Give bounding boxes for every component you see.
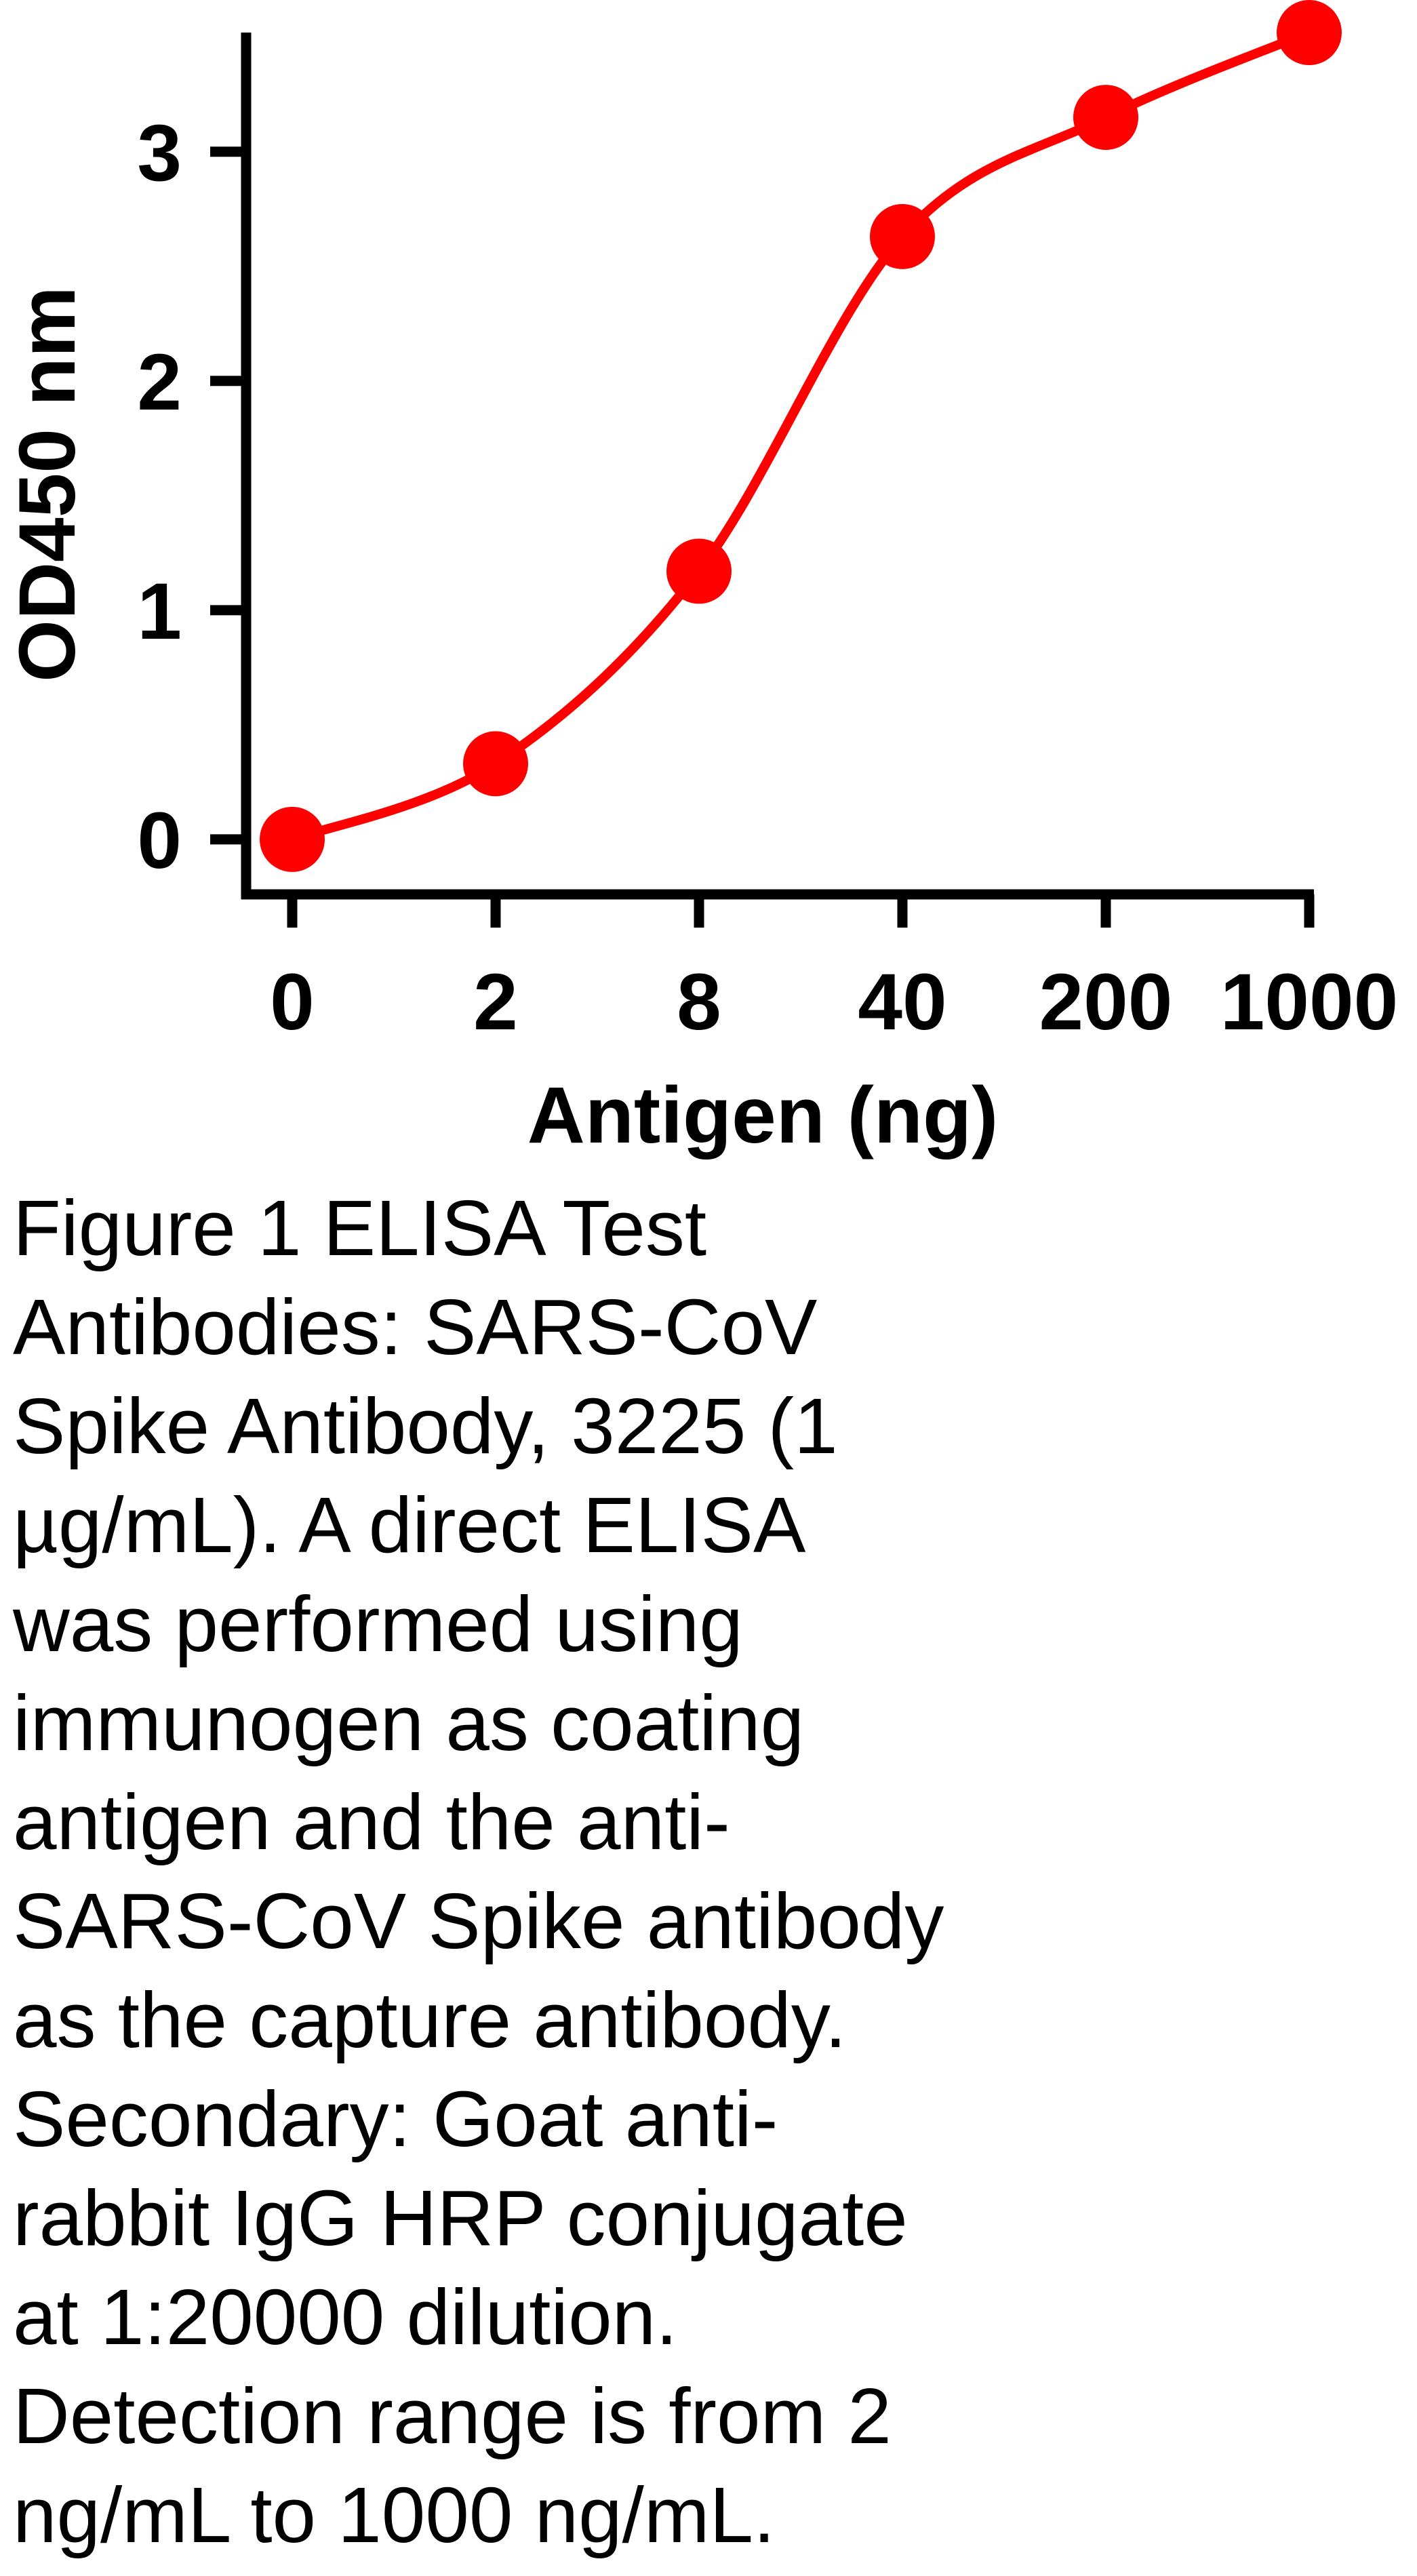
caption-line: was performed using (12, 1580, 743, 1668)
caption-line: Secondary: Goat anti- (13, 2075, 778, 2163)
caption-line: at 1:20000 dilution. (13, 2273, 677, 2361)
caption-line: rabbit IgG HRP conjugate (13, 2174, 908, 2262)
point (260, 806, 325, 872)
caption-line: SARS-CoV Spike antibody (13, 1877, 944, 1965)
x-tick-label: 0 (270, 957, 315, 1047)
x-axis-title: Antigen (ng) (527, 1071, 999, 1160)
caption-line: Antibodies: SARS-CoV (13, 1283, 817, 1371)
caption-line: immunogen as coating (13, 1679, 804, 1767)
y-tick-label: 1 (137, 567, 182, 656)
point (666, 538, 732, 604)
y-tick-label: 2 (137, 338, 182, 427)
y-tick-label: 0 (137, 796, 182, 886)
x-tick-label: 200 (1039, 957, 1173, 1047)
caption-line: µg/mL). A direct ELISA (13, 1481, 806, 1569)
caption-line: Figure 1 ELISA Test (13, 1184, 706, 1272)
caption-line: antigen and the anti- (13, 1778, 730, 1866)
caption-line: Detection range is from 2 (13, 2372, 892, 2460)
x-tick-label: 2 (473, 957, 518, 1047)
x-tick-label: 1000 (1220, 957, 1399, 1047)
caption-line: ng/mL to 1000 ng/mL. (13, 2471, 775, 2559)
point (870, 203, 935, 269)
x-tick-label: 40 (858, 957, 946, 1047)
curve (290, 28, 1311, 844)
y-axis-title: OD450 nm (3, 286, 92, 682)
point (1277, 0, 1342, 65)
y-tick-label: 3 (137, 108, 182, 198)
caption-line: Spike Antibody, 3225 (1 (13, 1382, 838, 1470)
x-tick-label: 8 (677, 957, 721, 1047)
point (1073, 85, 1138, 151)
caption-line: as the capture antibody. (13, 1976, 847, 2064)
point (463, 731, 528, 797)
